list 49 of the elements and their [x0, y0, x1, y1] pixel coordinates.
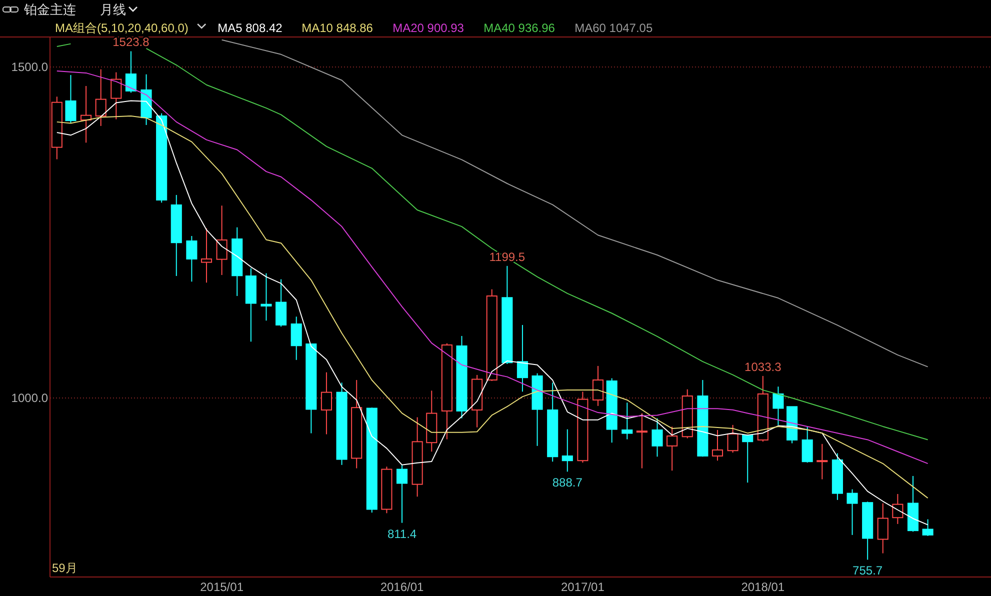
text: MA60 1047.05	[574, 21, 653, 35]
candlestick	[170, 194, 182, 276]
candlestick	[140, 74, 152, 126]
candlestick	[562, 428, 573, 472]
annotation: 755.7	[852, 564, 883, 578]
candlestick	[51, 96, 62, 160]
x-tick-label: 2017/01	[561, 580, 605, 594]
candlestick	[412, 416, 423, 498]
x-tick-label: 2018/01	[741, 580, 785, 594]
candlestick	[652, 418, 663, 458]
candlestick	[547, 382, 558, 462]
legend-title: MA组合(5,10,20,40,60,0)	[55, 21, 188, 35]
candlestick	[110, 72, 122, 120]
candlestick	[426, 390, 438, 452]
annotation: 59月	[52, 561, 78, 575]
y-tick-label: 1000.0	[11, 390, 48, 405]
candlestick	[772, 386, 784, 426]
text: MA5 808.42	[218, 21, 283, 35]
candlestick	[95, 68, 106, 126]
candlestick	[516, 324, 528, 392]
candlestick	[186, 236, 198, 282]
candlestick	[666, 426, 678, 472]
candlestick	[816, 443, 828, 480]
chart-subtitle: 月线	[100, 2, 126, 17]
candlestick	[216, 205, 228, 276]
candlestick	[245, 268, 256, 342]
candlestick	[877, 502, 888, 554]
x-tick-label: 2016/01	[380, 580, 424, 594]
candlestick	[260, 272, 272, 322]
text: MA40 936.96	[484, 21, 556, 35]
annotation: 888.7	[552, 476, 583, 490]
candlestick	[472, 374, 483, 428]
chart-title: 铂金主连	[23, 2, 76, 17]
candlestick	[351, 379, 362, 469]
candlestick	[290, 316, 302, 360]
text: MA10 848.86	[302, 21, 374, 35]
x-tick-label: 2015/01	[200, 580, 244, 594]
y-tick-label: 1500.0	[11, 60, 48, 74]
annotation: 811.4	[387, 526, 417, 541]
candlestick	[636, 412, 648, 469]
candlestick	[892, 493, 904, 524]
candlestick	[200, 228, 212, 284]
candlestick	[592, 365, 604, 406]
candlestick	[232, 226, 243, 296]
candlestick	[320, 372, 332, 435]
text: MA20 900.93	[392, 21, 464, 35]
annotation: 1523.8	[112, 35, 150, 50]
annotation: 1033.3	[744, 360, 782, 374]
candlestick	[622, 402, 633, 440]
